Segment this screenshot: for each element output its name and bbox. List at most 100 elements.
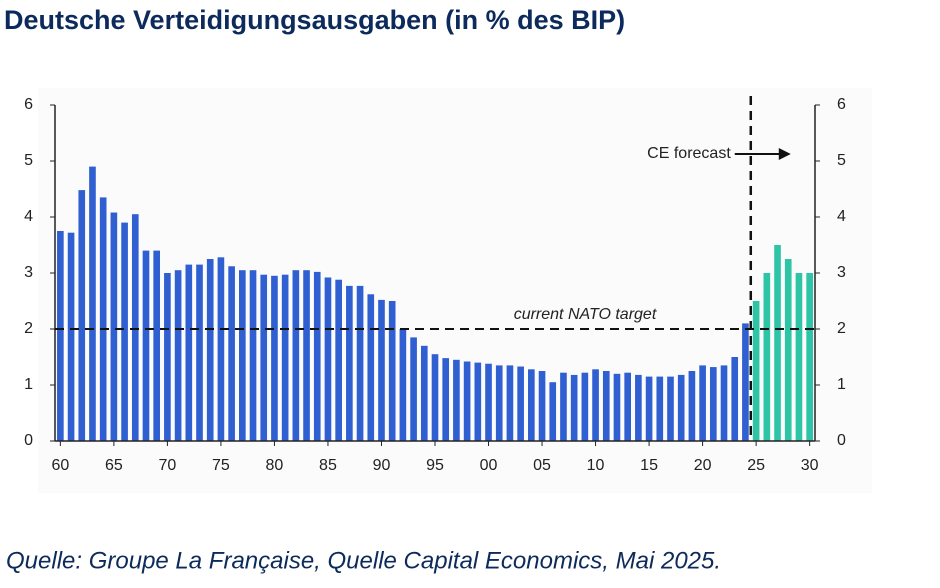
bar bbox=[453, 359, 460, 441]
x-tick-label: 15 bbox=[640, 457, 658, 474]
x-tick-label: 90 bbox=[373, 457, 391, 474]
bar bbox=[378, 299, 385, 441]
bar bbox=[228, 266, 235, 441]
bar bbox=[174, 270, 182, 441]
bar bbox=[239, 270, 246, 441]
forecast-label: CE forecast bbox=[647, 145, 731, 162]
bar bbox=[570, 374, 578, 441]
bar bbox=[399, 329, 407, 441]
bar bbox=[78, 190, 86, 441]
bar bbox=[613, 373, 621, 441]
bar bbox=[142, 250, 150, 441]
bar bbox=[67, 232, 75, 441]
bar bbox=[196, 264, 203, 441]
bar bbox=[677, 374, 685, 441]
bar bbox=[410, 337, 417, 441]
x-tick-label: 80 bbox=[266, 457, 284, 474]
x-tick-label: 05 bbox=[533, 457, 551, 474]
bar bbox=[89, 166, 96, 441]
bar bbox=[463, 361, 471, 441]
bar bbox=[356, 285, 364, 441]
bar bbox=[517, 366, 524, 441]
bar bbox=[335, 279, 342, 441]
bar bbox=[624, 372, 631, 441]
y2-tick-label: 3 bbox=[837, 264, 846, 281]
x-tick-label: 85 bbox=[319, 457, 337, 474]
bar bbox=[442, 358, 450, 441]
bar bbox=[495, 365, 503, 441]
y2-tick-label: 1 bbox=[837, 376, 846, 393]
bar bbox=[164, 273, 171, 441]
bar bbox=[581, 372, 589, 441]
bar bbox=[420, 345, 428, 441]
bar bbox=[217, 257, 225, 441]
bar bbox=[131, 214, 139, 441]
bar bbox=[485, 363, 492, 441]
bar bbox=[763, 273, 771, 441]
bar bbox=[206, 259, 214, 441]
bar bbox=[474, 362, 482, 441]
bar bbox=[99, 197, 107, 441]
x-tick-label: 70 bbox=[158, 457, 176, 474]
bar bbox=[720, 365, 728, 441]
bar bbox=[795, 273, 803, 441]
bar bbox=[560, 372, 567, 441]
y-tick-label: 2 bbox=[24, 320, 33, 337]
bar bbox=[346, 285, 353, 441]
y-tick-label: 6 bbox=[24, 96, 33, 113]
y2-tick-label: 4 bbox=[837, 208, 846, 225]
forecast-arrowhead bbox=[778, 148, 791, 160]
bar bbox=[667, 376, 674, 441]
y-tick-label: 0 bbox=[24, 432, 33, 449]
bar bbox=[688, 371, 696, 441]
bar bbox=[271, 275, 278, 441]
bar bbox=[656, 376, 664, 441]
bar bbox=[185, 264, 193, 441]
bar bbox=[57, 231, 64, 441]
bar bbox=[292, 270, 300, 441]
bar bbox=[602, 371, 610, 441]
x-tick-label: 25 bbox=[747, 457, 765, 474]
bar bbox=[538, 371, 546, 441]
bar bbox=[709, 367, 717, 441]
bar bbox=[324, 277, 332, 441]
x-tick-label: 10 bbox=[587, 457, 605, 474]
bar bbox=[303, 270, 310, 441]
bar bbox=[431, 354, 439, 441]
y2-tick-label: 6 bbox=[837, 96, 846, 113]
chart-title: Deutsche Verteidigungsausgaben (in % des… bbox=[4, 5, 625, 35]
bar bbox=[774, 245, 781, 441]
x-tick-label: 30 bbox=[801, 457, 819, 474]
y-tick-label: 5 bbox=[24, 152, 33, 169]
bar bbox=[784, 259, 792, 441]
y-tick-label: 3 bbox=[24, 264, 33, 281]
reference-label: current NATO target bbox=[514, 306, 657, 323]
bar bbox=[806, 273, 813, 441]
y-tick-label: 1 bbox=[24, 376, 33, 393]
source: Quelle: Groupe La Française, Quelle Capi… bbox=[6, 547, 721, 574]
bar bbox=[699, 365, 706, 441]
bar bbox=[110, 212, 118, 441]
bar bbox=[635, 374, 642, 441]
bar bbox=[121, 222, 128, 441]
bar bbox=[249, 270, 257, 441]
y-tick-label: 4 bbox=[24, 208, 33, 225]
bar bbox=[528, 369, 535, 441]
bar bbox=[313, 271, 321, 441]
x-tick-label: 60 bbox=[51, 457, 69, 474]
bar bbox=[388, 301, 396, 441]
bar bbox=[592, 369, 599, 441]
bar bbox=[752, 301, 760, 441]
bar bbox=[645, 376, 653, 441]
bar bbox=[281, 274, 289, 441]
bar bbox=[731, 357, 739, 441]
bar bbox=[153, 250, 161, 441]
x-tick-label: 65 bbox=[105, 457, 123, 474]
bar bbox=[506, 365, 514, 441]
x-tick-label: 00 bbox=[480, 457, 498, 474]
y2-tick-label: 2 bbox=[837, 320, 846, 337]
bar bbox=[742, 323, 749, 441]
bar bbox=[367, 294, 375, 441]
